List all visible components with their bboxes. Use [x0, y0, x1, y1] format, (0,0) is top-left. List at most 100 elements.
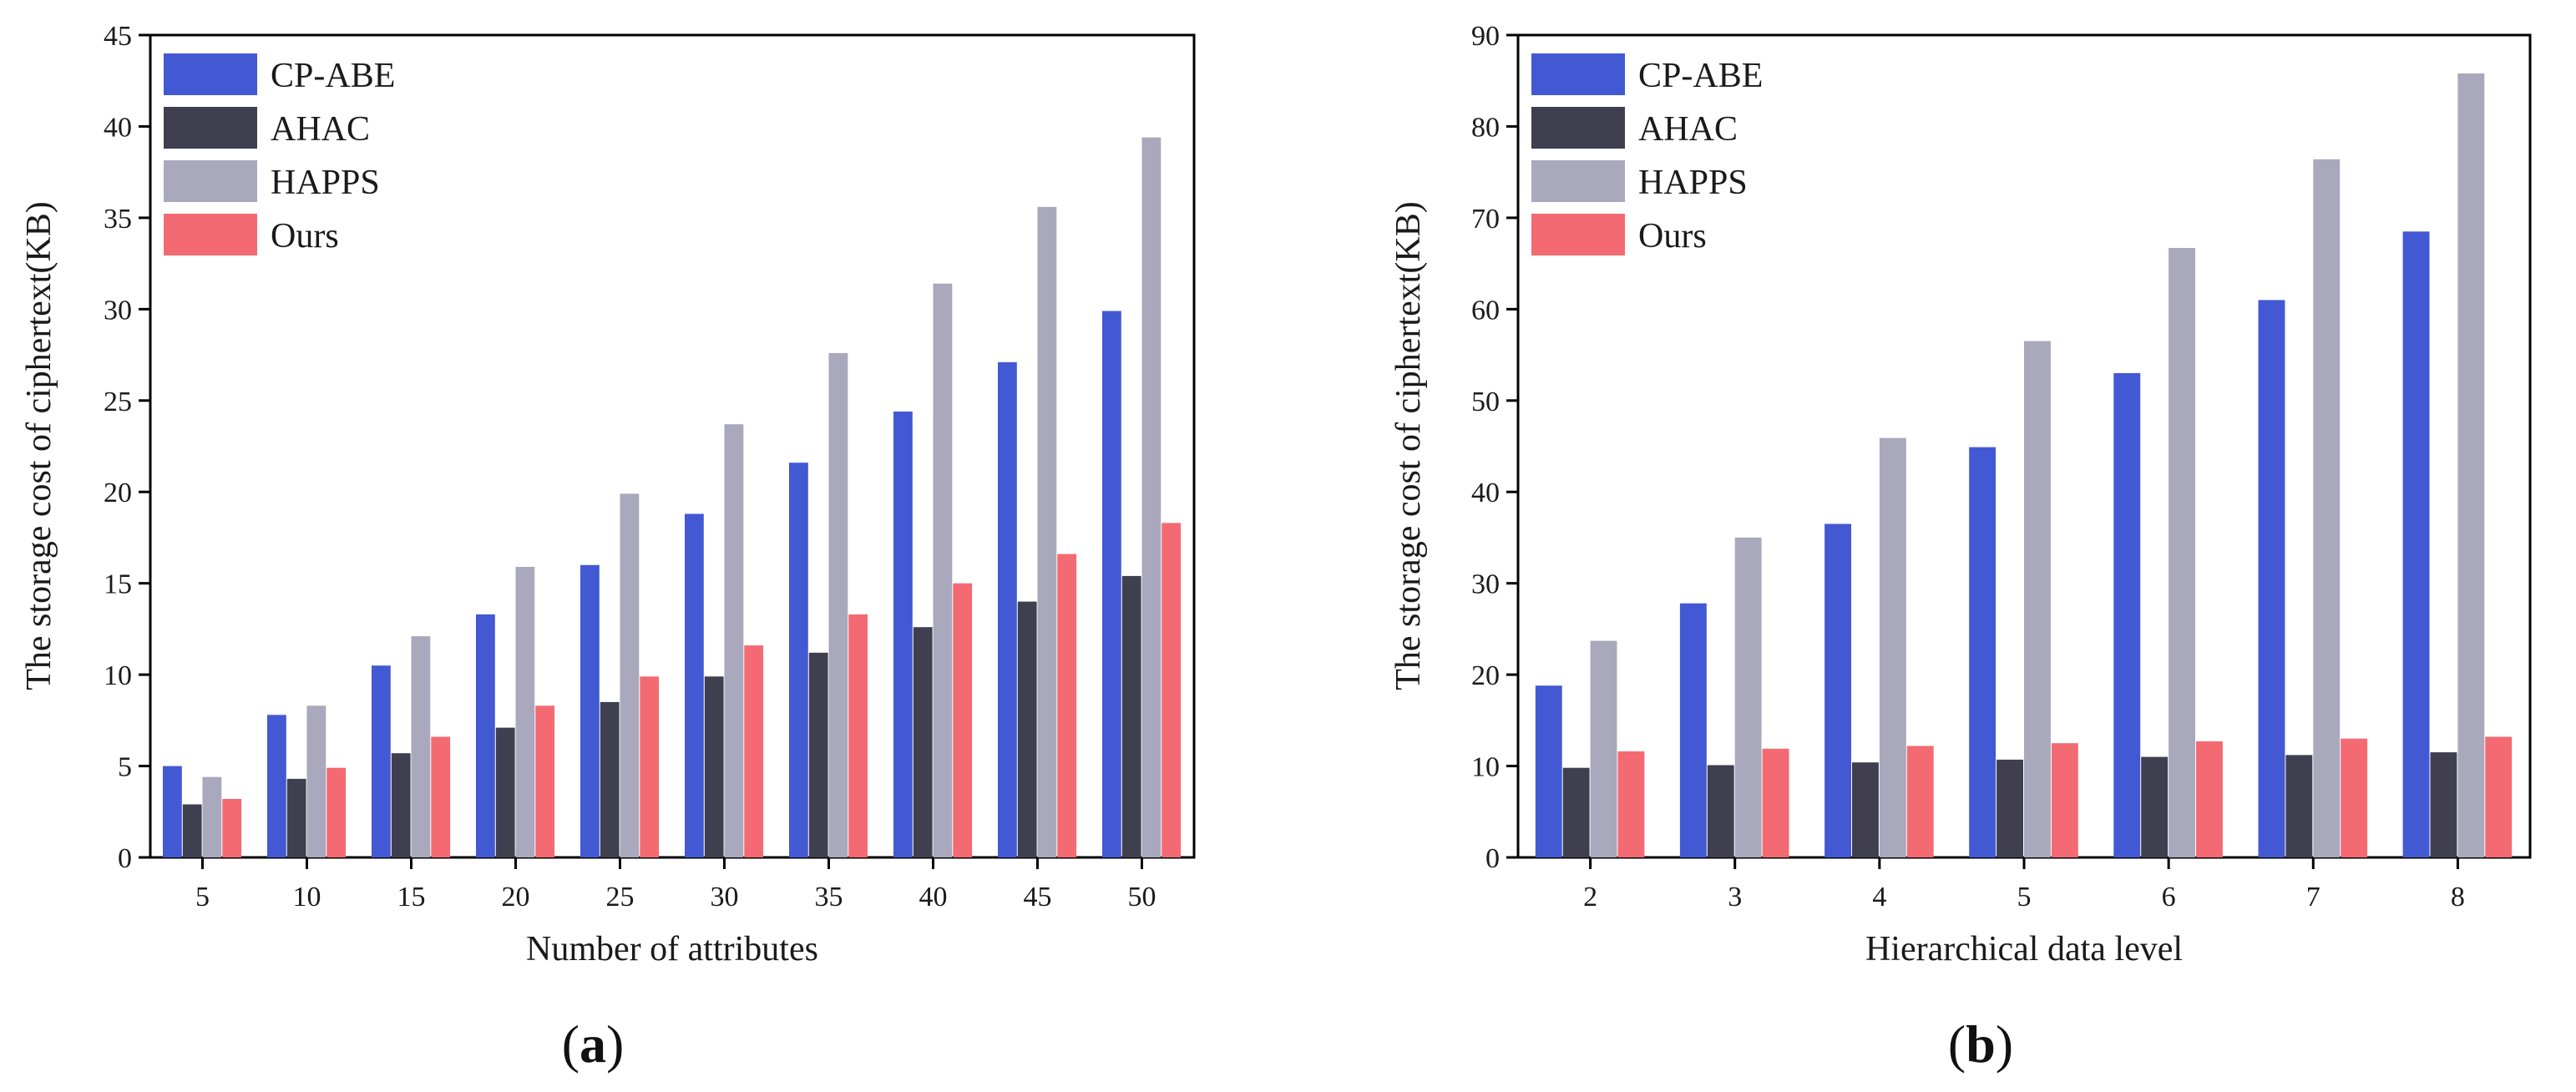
bar-ours-30 [744, 645, 764, 857]
bar-cp-abe-10 [267, 715, 286, 857]
y-tick-label: 10 [104, 660, 132, 691]
chart-panel-b: 0 10 20 30 40 50 60 70 80 90 2 3 4 5 6 7 8 CP-ABE AHAC HA… [1389, 21, 2532, 1074]
bar-happs-3 [1734, 537, 1762, 857]
bar-ours-20 [535, 705, 555, 857]
legend-swatch-ahac [1531, 107, 1625, 149]
panel-label-a: a [579, 1014, 606, 1074]
y-tick-label: 0 [1485, 843, 1500, 874]
bar-cp-abe-15 [372, 665, 391, 857]
y-axis-ticks: 0 5 10 15 20 25 30 35 40 45 [104, 21, 150, 874]
bar-happs-10 [306, 705, 326, 857]
bar-ours-10 [326, 767, 347, 857]
bar-ahac-15 [391, 753, 411, 857]
bar-cp-abe-50 [1102, 311, 1121, 857]
bar-ahac-3 [1707, 765, 1734, 857]
bar-ahac-10 [286, 778, 306, 857]
bar-cp-abe-35 [789, 463, 808, 857]
legend-label: AHAC [271, 110, 370, 149]
y-tick-label: 70 [1471, 204, 1500, 235]
bar-cp-abe-40 [893, 411, 913, 857]
x-tick-label: 6 [2162, 882, 2176, 913]
bar-happs-2 [1590, 640, 1617, 857]
x-axis-ticks: 2 3 4 5 6 7 8 [1583, 857, 2465, 913]
bar-ahac-50 [1121, 575, 1141, 857]
legend-label: CP-ABE [1638, 57, 1763, 95]
bar-ours-4 [1906, 746, 1934, 857]
legend-swatch-ours [1531, 214, 1625, 255]
x-tick-label: 3 [1728, 882, 1742, 913]
y-tick-label: 25 [104, 387, 132, 417]
legend: CP-ABE AHAC HAPPS Ours [164, 53, 395, 255]
bar-cp-abe-8 [2402, 231, 2430, 857]
y-tick-label: 10 [1471, 752, 1500, 783]
x-tick-label: 10 [293, 882, 321, 913]
x-tick-label: 50 [1128, 882, 1156, 913]
bar-ours-2 [1617, 751, 1645, 857]
bar-ahac-45 [1017, 601, 1037, 857]
panel-caption-b: (b) [1948, 1014, 2013, 1074]
bar-ahac-25 [600, 701, 620, 857]
legend-label: HAPPS [271, 164, 380, 202]
legend-label: HAPPS [1638, 164, 1748, 202]
legend-swatch-happs [164, 160, 257, 202]
y-tick-label: 0 [118, 843, 132, 874]
y-tick-label: 90 [1471, 21, 1500, 52]
y-tick-label: 20 [1471, 660, 1500, 691]
panel-label-b: b [1966, 1014, 1996, 1074]
bar-ahac-5 [1997, 759, 2023, 857]
x-tick-label: 30 [711, 882, 739, 913]
bar-happs-6 [2169, 248, 2195, 857]
y-tick-label: 30 [1471, 569, 1500, 600]
y-tick-label: 60 [1471, 295, 1500, 326]
legend-swatch-ours [164, 214, 257, 255]
x-axis-label: Number of attributes [526, 930, 818, 968]
bar-cp-abe-30 [685, 513, 704, 857]
bar-ahac-2 [1562, 767, 1590, 857]
chart-panel-a: 0 5 10 15 20 25 30 35 40 45 5 10 15 20 25 30 35 40 45 50 C… [20, 21, 1196, 1074]
x-tick-label: 20 [502, 882, 530, 913]
legend-swatch-ahac [164, 107, 257, 149]
bar-ours-15 [431, 736, 451, 857]
y-axis-label: The storage cost of ciphertext(KB) [20, 201, 58, 690]
bar-cp-abe-5 [1969, 447, 1997, 857]
x-axis-label: Hierarchical data level [1865, 930, 2183, 968]
bar-happs-30 [724, 424, 744, 857]
bar-cp-abe-20 [476, 614, 495, 857]
legend-label: CP-ABE [271, 57, 395, 95]
y-tick-label: 15 [104, 569, 132, 600]
y-tick-label: 5 [118, 752, 132, 783]
panel-caption-a: (a) [562, 1014, 625, 1074]
bar-ours-7 [2341, 738, 2368, 857]
bar-cp-abe-7 [2258, 300, 2285, 857]
bar-happs-7 [2313, 159, 2341, 858]
y-tick-label: 45 [104, 21, 132, 52]
bar-happs-5 [2024, 341, 2051, 858]
bar-happs-45 [1037, 206, 1057, 858]
y-tick-label: 35 [104, 204, 132, 235]
bar-ahac-30 [704, 676, 724, 857]
legend-swatch-happs [1531, 160, 1625, 202]
bar-happs-50 [1141, 137, 1161, 858]
x-tick-label: 7 [2306, 882, 2320, 913]
x-tick-label: 45 [1024, 882, 1052, 913]
bar-ahac-8 [2430, 752, 2457, 857]
bar-happs-4 [1879, 437, 1906, 857]
bar-happs-20 [515, 567, 535, 857]
y-tick-label: 20 [104, 478, 132, 508]
bar-cp-abe-4 [1824, 523, 1851, 857]
bar-ahac-6 [2141, 756, 2169, 857]
legend-label: Ours [1638, 217, 1707, 255]
legend-label: Ours [271, 217, 339, 255]
bar-ahac-5 [182, 804, 202, 857]
x-tick-label: 35 [815, 882, 843, 913]
bar-ours-40 [953, 583, 973, 857]
x-tick-label: 40 [919, 882, 948, 913]
bar-ours-25 [640, 676, 660, 857]
y-tick-label: 30 [104, 295, 132, 326]
bar-ours-8 [2485, 736, 2513, 857]
y-axis-ticks: 0 10 20 30 40 50 60 70 80 90 [1471, 21, 1518, 874]
y-tick-label: 80 [1471, 112, 1500, 143]
y-tick-label: 40 [104, 112, 132, 143]
legend-label: AHAC [1638, 110, 1738, 149]
